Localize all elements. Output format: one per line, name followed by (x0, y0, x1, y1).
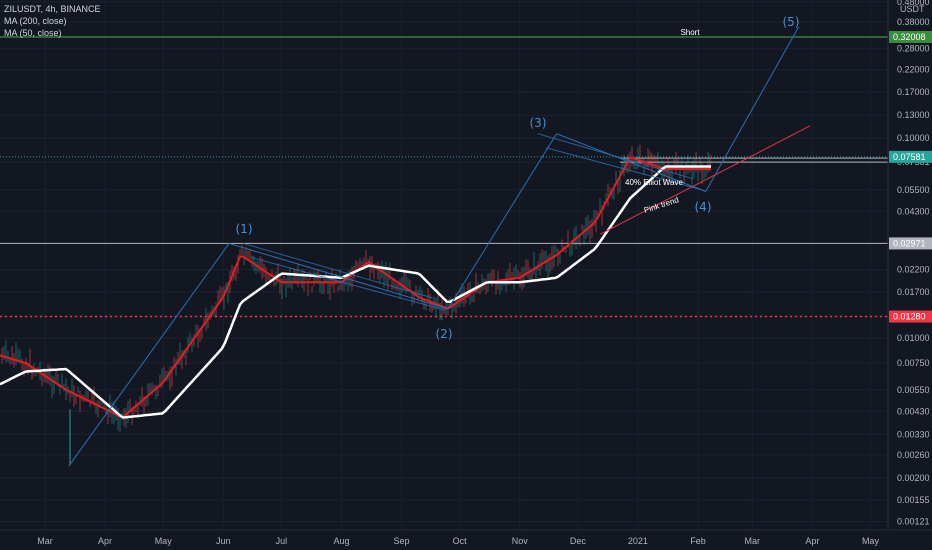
price-tick-label: 0.00430 (897, 406, 930, 416)
elliott-segment (228, 242, 449, 310)
price-axis-bg[interactable] (888, 0, 932, 530)
price-tick-label: 0.00200 (897, 473, 930, 483)
price-tick-label: 0.17000 (897, 87, 930, 97)
price-tick-label: 0.10000 (897, 133, 930, 143)
price-tick-label: 0.00121 (897, 516, 930, 526)
price-tick-label: 0.00155 (897, 495, 930, 505)
pink-trend-line (599, 125, 811, 235)
ma200-legend[interactable]: MA (200, close) (4, 16, 67, 26)
elliott-note: 40% Elliot Wave (625, 178, 684, 187)
grid (0, 0, 888, 530)
price-tag (889, 30, 932, 43)
price-tick-label: 0.05500 (897, 185, 930, 195)
price-tick-label: 0.28000 (897, 44, 930, 54)
time-tick-label: Feb (690, 536, 706, 546)
price-tick-label: 0.01700 (897, 287, 930, 297)
axis-unit: USDT (900, 4, 925, 14)
price-tags: 0.32008 0.07581 0.02971 0.01280 (889, 30, 932, 323)
price-tag (889, 150, 932, 163)
time-tick-label: Jul (276, 536, 288, 546)
ma50-legend[interactable]: MA (50, close) (4, 28, 62, 38)
price-tag-label: 0.02971 (893, 238, 926, 248)
price-tag-label: 0.32008 (893, 32, 926, 42)
time-tick-label: Apr (805, 536, 819, 546)
ma50-line (0, 156, 711, 419)
symbol-title[interactable]: ZILUSDT, 4h, BINANCE (4, 4, 101, 14)
time-tick-label: Jun (216, 536, 231, 546)
time-tick-label: Aug (333, 536, 349, 546)
time-axis[interactable]: Mar Apr May Jun Jul Aug Sep Oct Nov Dec 2021 Feb Mar… (37, 536, 879, 546)
time-tick-label: Nov (512, 536, 529, 546)
time-tick-label: Apr (98, 536, 112, 546)
price-tick-label: 0.13000 (897, 110, 930, 120)
time-tick-label: Mar (745, 536, 761, 546)
price-tick-label: 0.00260 (897, 450, 930, 460)
ma200-line (0, 165, 711, 419)
drawings[interactable]: (1) (2) (3) (4) (5) Short 40% Elliot Wave Pink … (68, 15, 811, 466)
price-tick-label: 0.00750 (897, 358, 930, 368)
price-tag (889, 310, 932, 323)
wave-label: (2) (436, 327, 453, 341)
time-tick-label: 2021 (628, 536, 648, 546)
moving-averages (0, 156, 711, 419)
elliott-segment (447, 133, 557, 310)
price-tick-label: 0.00330 (897, 429, 930, 439)
wave-label: (1) (236, 222, 253, 236)
short-label: Short (680, 28, 700, 37)
elliott-channel (545, 147, 706, 192)
trend-note: Pink trend (643, 195, 680, 215)
price-tick-label: 0.38000 (897, 17, 930, 27)
time-tick-label: Mar (37, 536, 53, 546)
candles (1, 144, 711, 466)
price-tag-label: 0.01280 (893, 312, 926, 322)
price-tick-label: 0.48000 (897, 0, 930, 7)
time-tick-label: May (862, 536, 880, 546)
wave-label: (3) (530, 116, 547, 130)
wave-label: (5) (783, 15, 800, 29)
price-tag (889, 237, 932, 250)
time-tick-label: Sep (394, 536, 410, 546)
time-tick-label: May (155, 536, 173, 546)
price-tick-label: 0.02200 (897, 265, 930, 275)
time-tick-label: Oct (453, 536, 468, 546)
time-axis-bg[interactable] (0, 530, 932, 550)
wave-label: (4) (695, 200, 712, 214)
price-tag-label: 0.07581 (893, 152, 926, 162)
time-tick-label: Dec (570, 536, 587, 546)
elliott-channel (250, 256, 446, 311)
price-tick-label: 0.01000 (897, 333, 930, 343)
elliott-channel (537, 133, 694, 180)
elliott-segment (705, 26, 800, 192)
elliott-channel (242, 242, 434, 299)
price-tick-label: 0.00550 (897, 385, 930, 395)
price-tick-label: 0.22000 (897, 65, 930, 75)
elliott-segment (556, 133, 706, 192)
price-tick-label: 0.04300 (897, 206, 930, 216)
horizontal-levels (0, 36, 888, 318)
elliott-segment (68, 243, 230, 466)
